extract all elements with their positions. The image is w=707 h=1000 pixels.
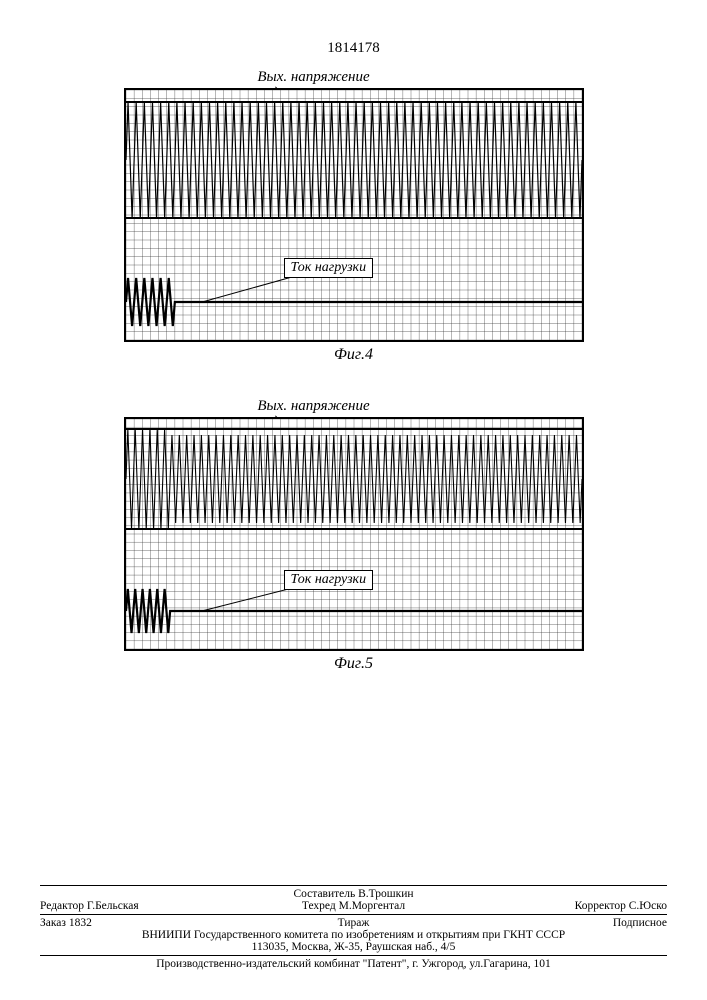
fig5-current-label: Ток нагрузки [284,570,374,590]
corrector-cell: Корректор С.Юско [458,900,667,912]
fig5-caption: Фиг.5 [124,655,584,673]
printer-line: Производственно-издательский комбинат "П… [40,958,667,970]
tech-name: М.Моргентал [339,900,405,912]
compiler-line: Составитель В.Трошкин [40,888,667,900]
editor-name: Г.Бельская [87,900,139,912]
order-cell: Заказ 1832 [40,917,249,929]
compiler-label: Составитель [293,888,355,900]
editor-cell: Редактор Г.Бельская [40,900,249,912]
compiler-name: В.Трошкин [358,888,413,900]
address-line: 113035, Москва, Ж-35, Раушская наб., 4/5 [40,941,667,953]
fig4-svg [126,90,582,340]
staff-row: Редактор Г.Бельская Техред М.Моргентал К… [40,900,667,912]
tech-label: Техред [302,900,336,912]
corrector-name: С.Юско [629,900,667,912]
fig5-voltage-label: Вых. напряжение [84,398,544,415]
figure-4: Вых. напряжение ↘ Ток нагрузки Фиг.4 [124,69,584,364]
page: 1814178 Вых. напряжение ↘ Ток нагрузки Ф… [0,0,707,1000]
fig4-current-label: Ток нагрузки [284,258,374,278]
fig5-scope: Ток нагрузки [124,417,584,651]
fig5-svg [126,419,582,649]
figure-5: Вых. напряжение ↘ Ток нагрузки Фиг.5 [124,398,584,673]
footer: Составитель В.Трошкин Редактор Г.Бельска… [40,883,667,970]
fig4-scope: Ток нагрузки [124,88,584,342]
subscription-cell: Подписное [458,917,667,929]
editor-label: Редактор [40,900,84,912]
circulation-cell: Тираж [249,917,458,929]
tech-cell: Техред М.Моргентал [249,900,458,912]
org-line: ВНИИПИ Государственного комитета по изоб… [40,929,667,941]
order-row: Заказ 1832 Тираж Подписное [40,917,667,929]
fig4-voltage-label: Вых. напряжение [84,69,544,86]
order-no: 1832 [69,917,92,929]
patent-number: 1814178 [0,40,707,57]
fig4-caption: Фиг.4 [124,346,584,364]
corrector-label: Корректор [575,900,626,912]
order-label: Заказ [40,917,66,929]
